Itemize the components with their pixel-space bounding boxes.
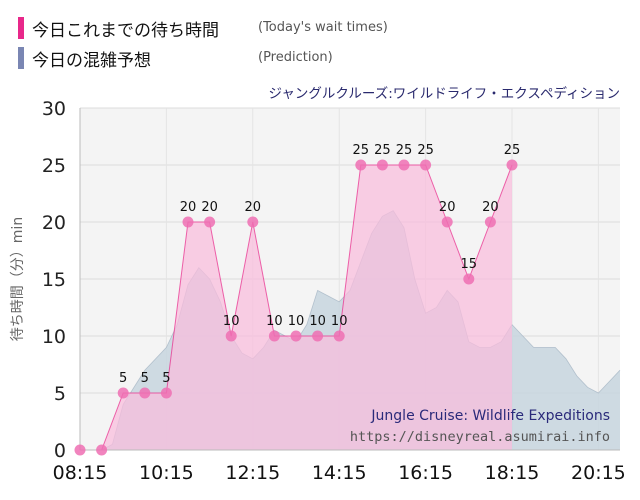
y-tick-label: 25 [42, 155, 66, 177]
annotation-url: https://disneyreal.asumirai.info [350, 429, 610, 445]
data-label: 10 [331, 314, 348, 329]
data-point [463, 273, 475, 285]
annotation-title: Jungle Cruise: Wildlife Expeditions [370, 408, 610, 424]
data-label: 25 [353, 143, 370, 158]
data-point [420, 159, 432, 171]
data-point [312, 330, 324, 342]
data-point [333, 330, 345, 342]
data-point [182, 216, 194, 228]
data-point [74, 444, 86, 456]
x-tick-label: 08:15 [53, 462, 108, 484]
data-label: 5 [119, 371, 127, 386]
data-point [247, 216, 259, 228]
legend-sublabel-prediction: (Prediction) [258, 50, 333, 65]
data-label: 5 [141, 371, 149, 386]
x-tick-label: 20:15 [571, 462, 626, 484]
y-tick-label: 30 [42, 98, 66, 120]
data-point [268, 330, 280, 342]
data-label: 20 [245, 200, 262, 215]
y-tick-label: 0 [54, 440, 66, 462]
data-point [290, 330, 302, 342]
data-label: 25 [504, 143, 521, 158]
data-label: 10 [288, 314, 305, 329]
legend-label-actual: 今日これまでの待ち時間 [32, 21, 219, 41]
data-point [398, 159, 410, 171]
data-point [117, 387, 129, 399]
data-label: 10 [309, 314, 326, 329]
data-label: 10 [223, 314, 240, 329]
y-tick-label: 15 [42, 269, 66, 291]
legend-label-prediction: 今日の混雑予想 [32, 51, 151, 71]
data-label: 25 [396, 143, 413, 158]
data-label: 10 [266, 314, 283, 329]
data-label: 20 [482, 200, 499, 215]
data-point [204, 216, 216, 228]
data-label: 5 [162, 371, 170, 386]
data-point [506, 159, 518, 171]
series-layer [80, 164, 621, 451]
legend-swatch-actual [18, 17, 24, 39]
series-area-actual [80, 165, 512, 450]
data-point [139, 387, 151, 399]
x-tick-label: 10:15 [139, 462, 194, 484]
axes: 0 5 10 15 20 25 30 08:15 10:15 12:15 14:15 16:15 18:… [42, 98, 626, 484]
data-point [225, 330, 237, 342]
y-tick-label: 10 [42, 326, 66, 348]
data-label: 20 [180, 200, 197, 215]
x-tick-label: 14:15 [312, 462, 367, 484]
legend-swatch-prediction [18, 47, 24, 69]
data-label: 25 [417, 143, 434, 158]
legend-sublabel-actual: (Today's wait times) [258, 20, 388, 35]
data-point [96, 444, 108, 456]
data-point [376, 159, 388, 171]
x-tick-label: 12:15 [225, 462, 280, 484]
y-tick-label: 20 [42, 212, 66, 234]
x-tick-label: 18:15 [485, 462, 540, 484]
chart-title: ジャングルクルーズ:ワイルドライフ・エクスペディション [269, 85, 621, 102]
data-point [355, 159, 367, 171]
data-label: 20 [439, 200, 456, 215]
x-tick-label: 16:15 [398, 462, 453, 484]
data-label: 20 [201, 200, 218, 215]
y-axis-label: 待ち時間（分）min [10, 217, 26, 341]
data-point [160, 387, 172, 399]
data-point [484, 216, 496, 228]
data-label: 15 [461, 257, 478, 272]
data-point [441, 216, 453, 228]
y-tick-label: 5 [54, 383, 66, 405]
data-label: 25 [374, 143, 391, 158]
